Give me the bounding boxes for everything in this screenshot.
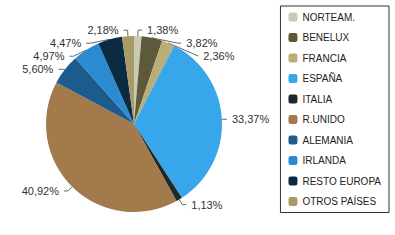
svg-text:ESPAÑA: ESPAÑA: [302, 72, 342, 84]
svg-text:RESTO EUROPA: RESTO EUROPA: [302, 176, 381, 187]
svg-text:40,92%: 40,92%: [22, 185, 60, 197]
svg-text:FRANCIA: FRANCIA: [302, 53, 346, 64]
svg-text:OTROS PAÍSES: OTROS PAÍSES: [302, 195, 376, 207]
svg-text:2,36%: 2,36%: [203, 50, 234, 62]
svg-text:4,47%: 4,47%: [50, 37, 81, 49]
svg-text:2,18%: 2,18%: [87, 24, 118, 36]
svg-text:3,82%: 3,82%: [186, 37, 217, 49]
svg-text:4,97%: 4,97%: [33, 50, 64, 62]
svg-text:IRLANDA: IRLANDA: [302, 155, 346, 166]
svg-text:ALEMANIA: ALEMANIA: [302, 135, 353, 146]
svg-text:BENELUX: BENELUX: [302, 32, 349, 43]
svg-text:5,60%: 5,60%: [22, 63, 53, 75]
svg-text:1,13%: 1,13%: [191, 199, 222, 211]
svg-text:33,37%: 33,37%: [232, 113, 270, 125]
svg-text:NORTEAM.: NORTEAM.: [302, 12, 355, 23]
svg-text:1,38%: 1,38%: [147, 24, 178, 36]
svg-text:R.UNIDO: R.UNIDO: [302, 114, 344, 125]
svg-text:ITALIA: ITALIA: [302, 94, 332, 105]
